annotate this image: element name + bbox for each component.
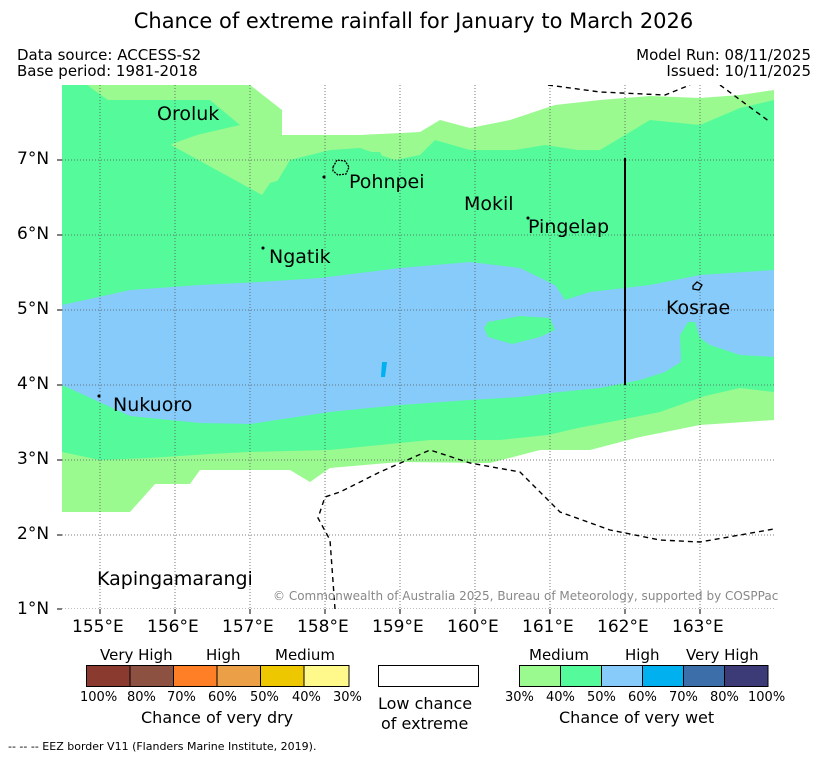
dry-tick: 60%: [208, 690, 237, 705]
wet-tick: 80%: [710, 690, 739, 705]
label-pingelap: Pingelap: [528, 216, 610, 238]
label-kosrae: Kosrae: [666, 297, 731, 319]
label-kapingamarangi: Kapingamarangi: [97, 568, 253, 590]
wet-tick: 70%: [669, 690, 698, 705]
dry-colorbar: [86, 665, 350, 687]
wet-tick: 40%: [546, 690, 575, 705]
wet-tick: 60%: [628, 690, 657, 705]
kosrae-island: [692, 281, 703, 291]
wet-group-high: High: [625, 646, 660, 664]
lon-label: 161°E: [522, 617, 574, 637]
wet-colorbar: [519, 665, 769, 687]
dry-group-high: High: [206, 646, 241, 664]
eez-border: [317, 85, 774, 609]
lat-label: 4°N: [17, 374, 50, 394]
wet-tick: 50%: [587, 690, 616, 705]
lat-label: 2°N: [17, 524, 50, 544]
dry-group-medium: Medium: [275, 646, 335, 664]
base-period: Base period: 1981-2018: [17, 62, 198, 80]
lat-label: 3°N: [17, 449, 50, 469]
label-ngatik: Ngatik: [269, 246, 331, 268]
low-chance-swatch: [378, 665, 479, 687]
lat-label: 6°N: [17, 224, 50, 244]
dry-tick: 50%: [250, 690, 279, 705]
label-mokil: Mokil: [464, 193, 514, 215]
lon-label: 163°E: [672, 617, 724, 637]
model-run: Model Run: 08/11/2025: [636, 46, 811, 64]
wet-caption: Chance of very wet: [559, 708, 715, 727]
dry-tick: 80%: [127, 690, 156, 705]
map-title: Chance of extreme rainfall for January t…: [133, 9, 694, 33]
axis-ticks: [57, 159, 701, 614]
lat-label: 5°N: [17, 299, 50, 319]
eez-footnote: -- -- -- EEZ border V11 (Flanders Marine…: [8, 740, 317, 753]
lat-label: 7°N: [17, 149, 50, 169]
lon-label: 155°E: [72, 617, 124, 637]
dry-caption: Chance of very dry: [141, 708, 294, 727]
label-nukuoro: Nukuoro: [113, 394, 193, 416]
map-area: [62, 85, 774, 609]
lon-label: 157°E: [222, 617, 274, 637]
high-wet-region: [62, 262, 774, 424]
lon-label: 162°E: [597, 617, 649, 637]
issued-date: Issued: 10/11/2025: [666, 62, 811, 80]
dry-tick: 40%: [292, 690, 321, 705]
label-pohnpei: Pohnpei: [349, 171, 425, 193]
high-wet-speck: [381, 362, 387, 377]
wet-tick: 100%: [748, 690, 786, 705]
lat-label: 1°N: [17, 599, 50, 619]
wet-tick: 30%: [505, 690, 534, 705]
copyright-text: © Commonwealth of Australia 2025, Bureau…: [273, 589, 779, 603]
dry-group-very-high: Very High: [100, 646, 173, 664]
medium-wet-enclave: [484, 316, 555, 344]
low-caption-line1: Low chance: [378, 694, 473, 713]
lon-label: 156°E: [147, 617, 199, 637]
low-caption-line2: of extreme: [381, 714, 469, 733]
dry-tick: 100%: [80, 690, 118, 705]
islands: [97, 159, 703, 398]
wet-group-very-high: Very High: [686, 646, 759, 664]
data-source: Data source: ACCESS-S2: [17, 46, 202, 64]
lon-label: 159°E: [372, 617, 424, 637]
wet-group-medium: Medium: [529, 646, 589, 664]
pohnpei-island: [332, 159, 350, 176]
lon-label: 158°E: [297, 617, 349, 637]
dry-tick: 70%: [167, 690, 196, 705]
label-oroluk: Oroluk: [157, 103, 220, 125]
lon-label: 160°E: [447, 617, 499, 637]
dry-tick: 30%: [333, 690, 362, 705]
